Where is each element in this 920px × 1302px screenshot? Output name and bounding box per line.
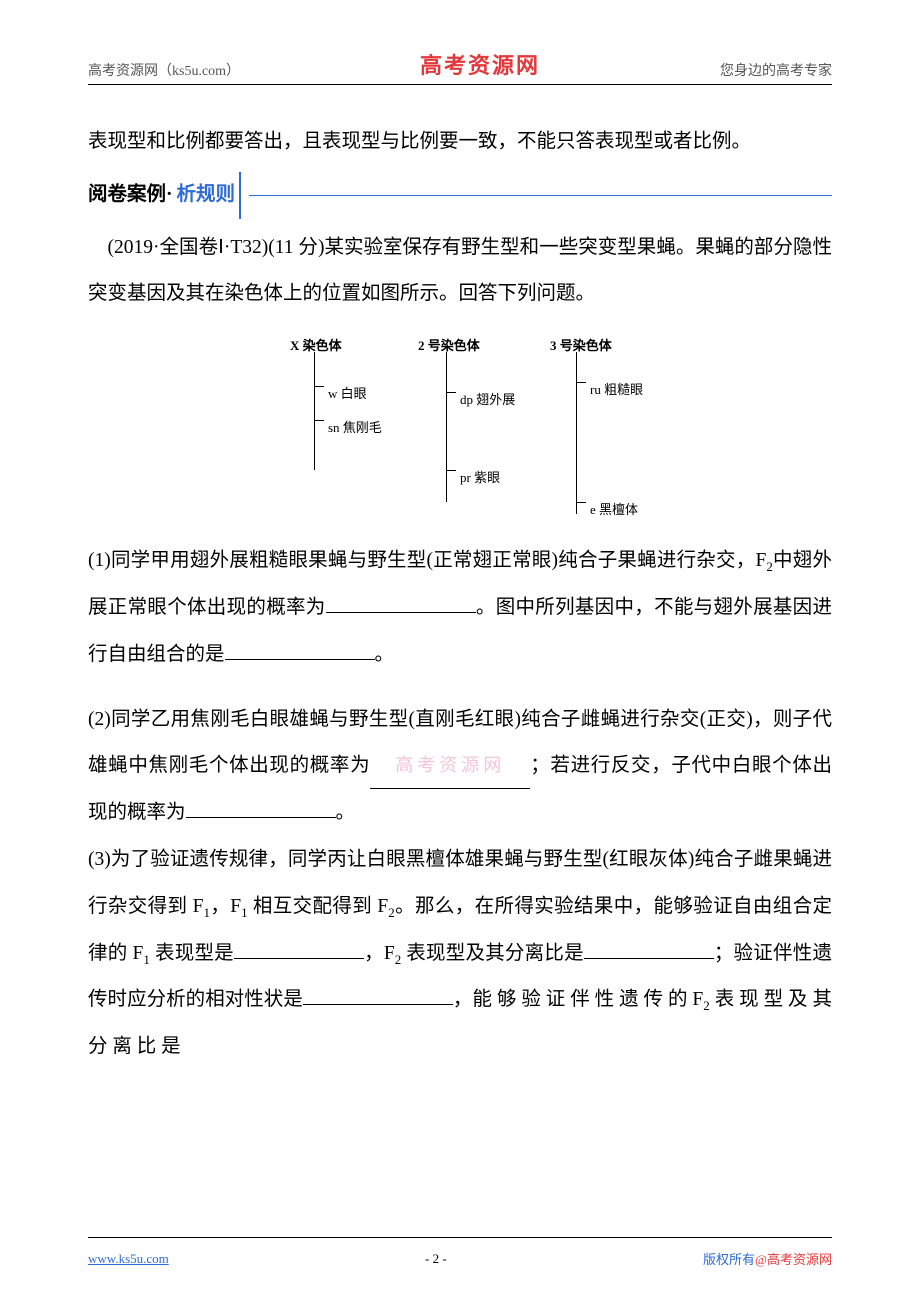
q2-text: 。 <box>336 802 356 823</box>
footer-rule <box>88 1237 832 1238</box>
answer-blank[interactable] <box>234 939 364 959</box>
q3-text: 相互交配得到 F <box>248 896 389 917</box>
footer-copyright: 版权所有@高考资源网 <box>703 1249 832 1268</box>
section-label-blue: 析规则 <box>173 172 242 219</box>
gene-tick <box>446 392 456 393</box>
header-right: 您身边的高考专家 <box>720 60 832 80</box>
footer-url[interactable]: www.ks5u.com <box>88 1251 169 1267</box>
gene-tick <box>576 382 586 383</box>
answer-blank[interactable] <box>326 593 476 613</box>
gene-tick <box>314 420 324 421</box>
answer-blank-watermark[interactable]: 高考资源网 <box>370 744 530 788</box>
gene-label: w 白眼 <box>328 378 367 409</box>
chromosome-title: X 染色体 <box>290 330 342 361</box>
question-2: (2)同学乙用焦刚毛白眼雄蝇与野生型(直刚毛红眼)纯合子雌蝇进行杂交(正交)，则… <box>88 697 832 837</box>
answer-blank[interactable] <box>303 986 453 1006</box>
answer-blank[interactable] <box>186 799 336 819</box>
chromosome-line <box>314 352 315 470</box>
section-label-black: 阅卷案例· <box>88 172 173 219</box>
q3-text: ，F <box>210 896 241 917</box>
gene-tick <box>576 502 586 503</box>
gene-tick <box>314 386 324 387</box>
q3-text: 表现型及其分离比是 <box>401 943 584 964</box>
intro-paragraph: 表现型和比例都要答出，且表现型与比例要一致，不能只答表现型或者比例。 <box>88 119 832 166</box>
answer-blank[interactable] <box>584 939 714 959</box>
gene-label: ru 粗糙眼 <box>590 374 643 405</box>
header-left: 高考资源网（ks5u.com） <box>88 60 240 80</box>
page: 高考资源网（ks5u.com） 高考资源网 您身边的高考专家 表现型和比例都要答… <box>0 0 920 1302</box>
header-brand: 高考资源网 <box>420 48 540 80</box>
question-3: (3)为了验证遗传规律，同学丙让白眼黑檀体雄果蝇与野生型(红眼灰体)纯合子雌果蝇… <box>88 837 832 1071</box>
footer-copyright-pre: 版权所有 <box>703 1252 755 1267</box>
gene-label: pr 紫眼 <box>460 462 500 493</box>
gene-tick <box>446 470 456 471</box>
q3-text: 表现型是 <box>150 943 234 964</box>
chromosome-line <box>576 352 577 514</box>
chromosome-title: 2 号染色体 <box>418 330 480 361</box>
q1-text: 。 <box>375 644 395 665</box>
chromosome-diagram: X 染色体 w 白眼sn 焦刚毛 2 号染色体 dp 翅外展 pr 紫眼 3 号染色体 ru… <box>250 330 670 520</box>
gene-label: dp 翅外展 <box>460 384 515 415</box>
gene-label: sn 焦刚毛 <box>328 412 382 443</box>
q1-text: (1)同学甲用翅外展粗糙眼果蝇与野生型(正常翅正常眼)纯合子果蝇进行杂交，F <box>88 550 766 571</box>
q3-text: ，能 够 验 证 伴 性 遗 传 的 F <box>453 989 703 1010</box>
question-1: (1)同学甲用翅外展粗糙眼果蝇与野生型(正常翅正常眼)纯合子果蝇进行杂交，F2中… <box>88 538 832 678</box>
answer-blank[interactable] <box>225 640 375 660</box>
chromosome-line <box>446 352 447 502</box>
section-heading: 阅卷案例· 析规则 <box>88 172 832 219</box>
chromosome-title: 3 号染色体 <box>550 330 612 361</box>
question-stem: (2019·全国卷Ⅰ·T32)(11 分)某实验室保存有野生型和一些突变型果蝇。… <box>88 225 832 319</box>
spacer <box>88 679 832 697</box>
section-rule <box>249 195 832 196</box>
page-footer: www.ks5u.com - 2 - 版权所有@高考资源网 <box>88 1249 832 1268</box>
page-header: 高考资源网（ks5u.com） 高考资源网 您身边的高考专家 <box>88 48 832 80</box>
gene-label: e 黑檀体 <box>590 494 638 525</box>
header-rule <box>88 84 832 85</box>
page-number: - 2 - <box>425 1251 447 1267</box>
document-body: 表现型和比例都要答出，且表现型与比例要一致，不能只答表现型或者比例。 阅卷案例·… <box>88 119 832 1071</box>
q3-text: ，F <box>364 943 395 964</box>
footer-copyright-brand: @高考资源网 <box>755 1252 832 1267</box>
